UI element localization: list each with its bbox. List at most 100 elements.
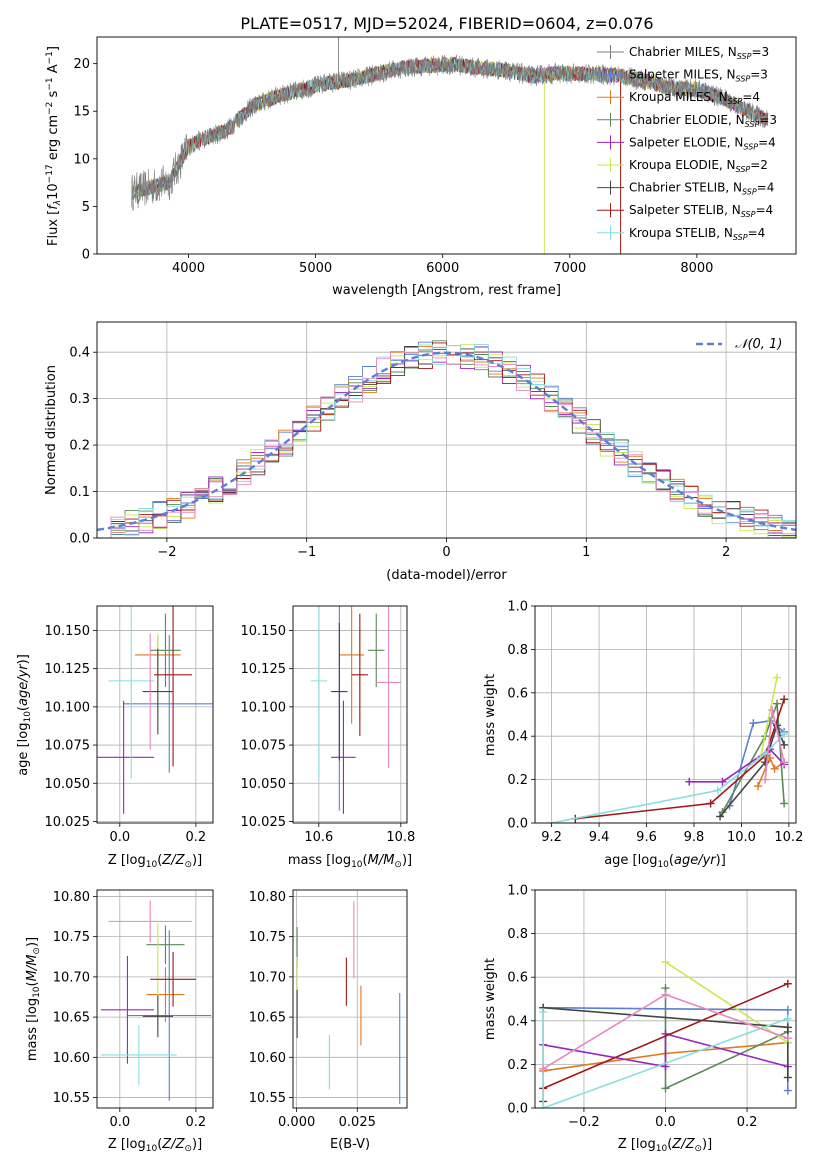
x-tick-label: −2 [157, 545, 176, 560]
mass-vs-EBV-errorbars [296, 901, 401, 1104]
mass-weight-vs-age-ylabel: mass weight [483, 674, 498, 756]
residuals-ylabel: Normed distribution [44, 365, 59, 495]
x-tick-label: 7000 [553, 261, 586, 276]
y-tick-label: 0 [82, 248, 90, 263]
mass-weight-line [543, 1032, 789, 1068]
y-tick-label: 10.55 [249, 1091, 286, 1106]
x-tick-label: 10.0 [727, 830, 756, 845]
y-tick-label: 20 [73, 57, 90, 72]
residual-histogram [97, 344, 796, 538]
spectrum-ylabel: Flux [fλ10−17 erg cm−2 s−1 A−1] [45, 46, 63, 246]
legend-label: Chabrier ELODIE, NSSP=3 [629, 113, 777, 129]
y-tick-label: 1.0 [507, 884, 528, 899]
y-tick-label: 5 [82, 200, 90, 215]
y-tick-label: 10 [73, 152, 90, 167]
x-tick-label: 9.2 [541, 830, 562, 845]
y-tick-label: 10.80 [249, 890, 286, 905]
mass-vs-EBV-frame [292, 889, 408, 1109]
legend-label: Chabrier STELIB, NSSP=4 [629, 181, 774, 197]
x-tick-label: 8000 [680, 261, 713, 276]
legend-label: Kroupa MILES, NSSP=4 [629, 90, 760, 106]
age-vs-Z-axes: 0.0 0.2 10.025 10.050 10.075 10.100 10.125 10.1… [45, 606, 213, 845]
x-tick-label: 1 [582, 545, 590, 560]
y-tick-label: 10.100 [241, 700, 287, 715]
mass-weight-line [757, 755, 785, 787]
age-vs-mass-xlabel: mass [log10(M/M⊙)] [288, 853, 412, 870]
mass-weight-vs-age-frame [534, 605, 797, 824]
legend-label: Kroupa ELODIE, NSSP=2 [629, 158, 768, 174]
mass-weight-vs-Z-frame [534, 889, 797, 1109]
spectrum-axes: 4000 5000 6000 7000 8000 0 5 10 15 20 [73, 57, 713, 276]
x-tick-label: 0.0 [109, 830, 130, 845]
x-tick-label: 9.4 [589, 830, 610, 845]
y-tick-label: 10.55 [53, 1091, 90, 1106]
y-tick-label: 0.3 [69, 392, 90, 407]
mass-vs-Z-frame [96, 889, 214, 1109]
residuals-frame [96, 321, 797, 539]
y-tick-label: 10.60 [53, 1051, 90, 1066]
mass-weight-line [575, 699, 785, 820]
mass-vs-Z-axes: 0.0 0.2 10.55 10.60 10.65 10.70 10.75 10.80 [53, 890, 213, 1130]
y-tick-label: 1.0 [507, 600, 528, 615]
x-tick-label: 0.2 [186, 830, 207, 845]
age-vs-Z-xlabel: Z [log10(Z/Z⊙)] [108, 853, 202, 870]
y-tick-label: 10.075 [45, 739, 91, 754]
y-tick-label: 10.65 [53, 1011, 90, 1026]
y-tick-label: 0.4 [507, 730, 528, 745]
x-tick-label: 0 [442, 545, 450, 560]
mass-weight-line [719, 722, 785, 818]
y-tick-label: 15 [73, 105, 90, 120]
x-tick-label: 10.8 [386, 830, 415, 845]
age-vs-Z-errorbars [97, 606, 213, 814]
mass-weight-vs-Z-ylabel: mass weight [483, 958, 498, 1040]
y-tick-label: 10.125 [45, 662, 91, 677]
mass-weight-vs-age-xlabel: age [log10(age/yr)] [604, 853, 726, 870]
y-tick-label: 10.75 [53, 930, 90, 945]
spectrum-xlabel: wavelength [Angstrom, rest frame] [332, 283, 561, 298]
y-tick-label: 0.8 [507, 927, 528, 942]
mass-weight-line [689, 748, 785, 783]
mass-weight-vs-Z-axes: −0.2 0.0 0.2 0.0 0.2 0.4 0.6 0.8 1.0 [507, 884, 796, 1130]
residuals-xlabel: (data-model)/error [386, 568, 507, 583]
x-tick-label: 2 [722, 545, 730, 560]
y-tick-label: 0.4 [507, 1014, 528, 1029]
x-tick-label: 10.2 [774, 830, 803, 845]
figure-title: PLATE=0517, MJD=52024, FIBERID=0604, z=0… [240, 14, 653, 33]
mass-weight-line [551, 733, 785, 823]
x-tick-label: 10.6 [304, 830, 333, 845]
mass-vs-EBV-xlabel: E(B-V) [330, 1137, 370, 1152]
y-tick-label: 10.75 [249, 930, 286, 945]
y-tick-label: 0.2 [69, 439, 90, 454]
y-tick-label: 10.100 [45, 700, 91, 715]
spectrum-lines [131, 37, 769, 254]
normal-reference-curve [97, 351, 796, 532]
legend-label: Salpeter ELODIE, NSSP=4 [629, 135, 776, 151]
mass-weight-line [665, 961, 789, 1044]
mass-vs-EBV-axes: 0.000 0.025 10.55 10.60 10.65 10.70 10.75 10.80 [249, 890, 407, 1130]
y-tick-label: 0.6 [507, 971, 528, 986]
x-tick-label: 0.0 [655, 1115, 676, 1130]
y-tick-label: 10.150 [241, 624, 287, 639]
y-tick-label: 0.1 [69, 485, 90, 500]
legend-label: Chabrier MILES, NSSP=3 [629, 45, 769, 61]
x-tick-label: 9.8 [684, 830, 705, 845]
mass-weight-vs-Z-xlabel: Z [log10(Z/Z⊙)] [618, 1137, 712, 1154]
y-tick-label: 10.70 [249, 970, 286, 985]
y-tick-label: 10.050 [241, 777, 287, 792]
y-tick-label: 10.025 [45, 815, 91, 830]
y-tick-label: 10.025 [241, 815, 287, 830]
age-vs-Z-ylabel: age [log10(age/yr)] [16, 654, 33, 776]
age-vs-mass-errorbars [310, 606, 401, 814]
residual-histogram [97, 348, 796, 538]
x-tick-label: 0.0 [109, 1115, 130, 1130]
y-tick-label: 0.8 [507, 643, 528, 658]
mass-weight-line [542, 982, 789, 1090]
y-tick-label: 10.150 [45, 624, 91, 639]
spectrum-frame [96, 36, 797, 255]
legend-label: Salpeter MILES, NSSP=3 [629, 68, 768, 84]
age-vs-mass-axes: 10.6 10.8 10.025 10.050 10.075 10.100 10.125 10… [241, 606, 415, 845]
x-tick-label: 0.025 [339, 1115, 376, 1130]
y-tick-label: 0.0 [507, 817, 528, 832]
x-tick-label: 0.2 [737, 1115, 758, 1130]
